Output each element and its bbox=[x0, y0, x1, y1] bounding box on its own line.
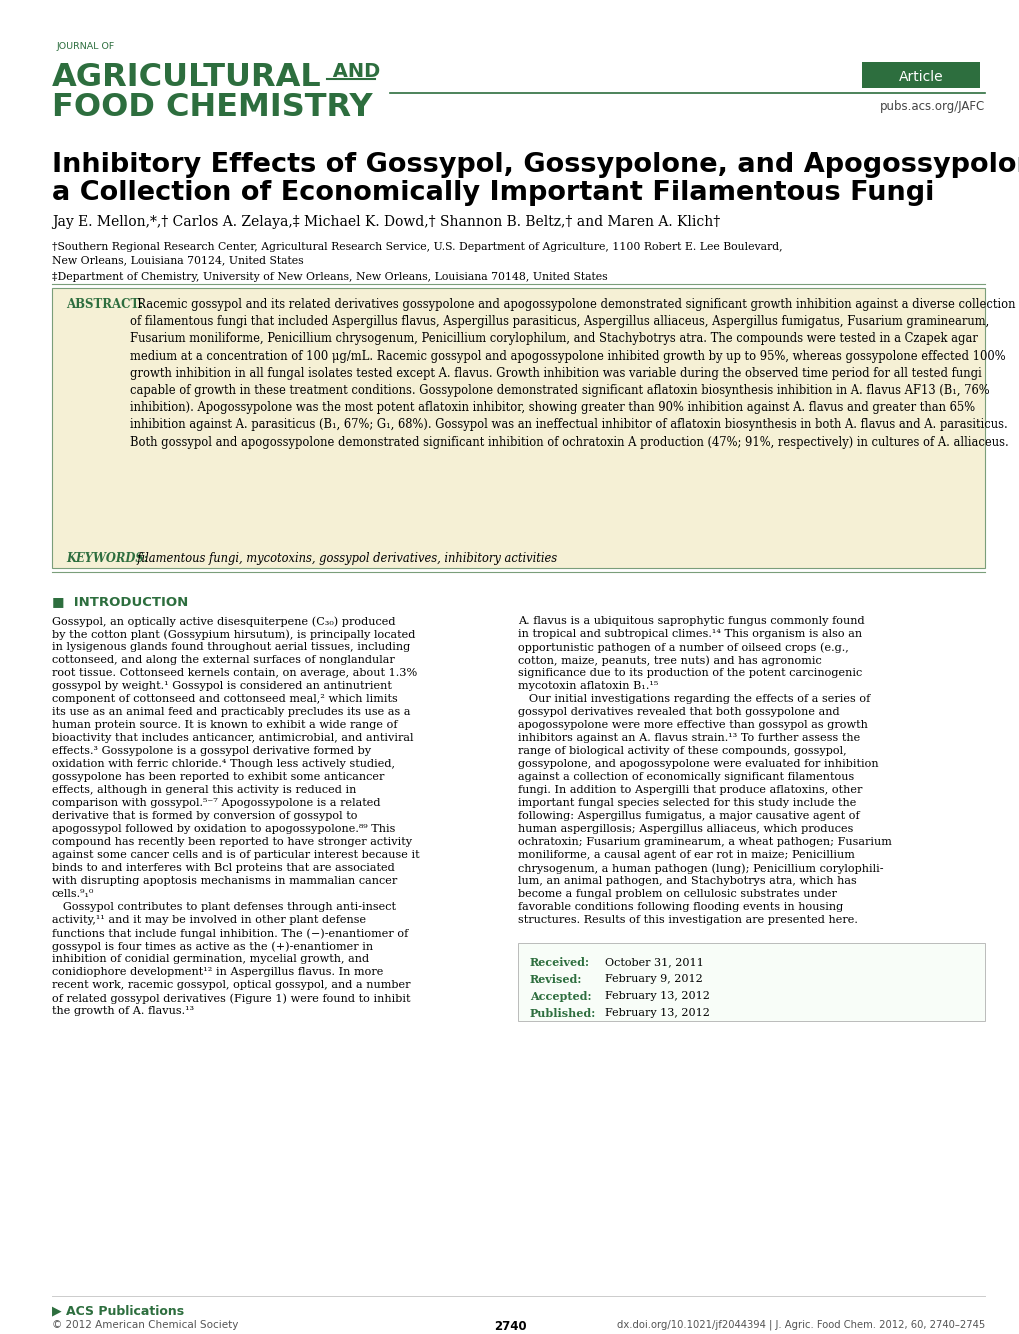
Text: binds to and interferes with Bcl proteins that are associated: binds to and interferes with Bcl protein… bbox=[52, 863, 394, 872]
FancyBboxPatch shape bbox=[52, 288, 984, 568]
Text: ochratoxin; Fusarium graminearum, a wheat pathogen; Fusarium: ochratoxin; Fusarium graminearum, a whea… bbox=[518, 836, 891, 847]
Text: cotton, maize, peanuts, tree nuts) and has agronomic: cotton, maize, peanuts, tree nuts) and h… bbox=[518, 655, 821, 666]
Text: A. flavus is a ubiquitous saprophytic fungus commonly found: A. flavus is a ubiquitous saprophytic fu… bbox=[518, 616, 864, 626]
Text: component of cottonseed and cottonseed meal,² which limits: component of cottonseed and cottonseed m… bbox=[52, 694, 397, 704]
Text: become a fungal problem on cellulosic substrates under: become a fungal problem on cellulosic su… bbox=[518, 888, 836, 899]
Text: oxidation with ferric chloride.⁴ Though less actively studied,: oxidation with ferric chloride.⁴ Though … bbox=[52, 759, 394, 768]
Text: important fungal species selected for this study include the: important fungal species selected for th… bbox=[518, 798, 856, 808]
Text: derivative that is formed by conversion of gossypol to: derivative that is formed by conversion … bbox=[52, 811, 357, 820]
Text: moniliforme, a causal agent of ear rot in maize; Penicillium: moniliforme, a causal agent of ear rot i… bbox=[518, 850, 854, 860]
Text: ‡Department of Chemistry, University of New Orleans, New Orleans, Louisiana 7014: ‡Department of Chemistry, University of … bbox=[52, 272, 607, 281]
Text: gossypol is four times as active as the (+)-enantiomer in: gossypol is four times as active as the … bbox=[52, 940, 373, 951]
Text: ▶ ACS Publications: ▶ ACS Publications bbox=[52, 1305, 184, 1317]
Text: cells.⁹₁⁰: cells.⁹₁⁰ bbox=[52, 888, 95, 899]
Text: chrysogenum, a human pathogen (lung); Penicillium corylophili-: chrysogenum, a human pathogen (lung); Pe… bbox=[518, 863, 882, 874]
Text: dx.doi.org/10.1021/jf2044394 | J. Agric. Food Chem. 2012, 60, 2740–2745: dx.doi.org/10.1021/jf2044394 | J. Agric.… bbox=[616, 1321, 984, 1330]
Text: effects, although in general this activity is reduced in: effects, although in general this activi… bbox=[52, 784, 356, 795]
Text: AGRICULTURAL: AGRICULTURAL bbox=[52, 61, 321, 93]
Text: gossypol derivatives revealed that both gossypolone and: gossypol derivatives revealed that both … bbox=[518, 707, 839, 716]
Text: Jay E. Mellon,*,† Carlos A. Zelaya,‡ Michael K. Dowd,† Shannon B. Beltz,† and Ma: Jay E. Mellon,*,† Carlos A. Zelaya,‡ Mic… bbox=[52, 215, 719, 229]
Text: October 31, 2011: October 31, 2011 bbox=[604, 956, 703, 967]
Text: the growth of A. flavus.¹³: the growth of A. flavus.¹³ bbox=[52, 1006, 194, 1017]
Text: filamentous fungi, mycotoxins, gossypol derivatives, inhibitory activities: filamentous fungi, mycotoxins, gossypol … bbox=[129, 552, 556, 566]
Text: †Southern Regional Research Center, Agricultural Research Service, U.S. Departme: †Southern Regional Research Center, Agri… bbox=[52, 241, 782, 252]
Text: by the cotton plant (Gossypium hirsutum), is principally located: by the cotton plant (Gossypium hirsutum)… bbox=[52, 630, 415, 639]
Text: mycotoxin aflatoxin B₁.¹⁵: mycotoxin aflatoxin B₁.¹⁵ bbox=[518, 680, 657, 691]
Text: Inhibitory Effects of Gossypol, Gossypolone, and Apogossypolone on: Inhibitory Effects of Gossypol, Gossypol… bbox=[52, 152, 1019, 177]
Text: against a collection of economically significant filamentous: against a collection of economically sig… bbox=[518, 772, 854, 782]
Text: ABSTRACT:: ABSTRACT: bbox=[66, 297, 143, 311]
Text: © 2012 American Chemical Society: © 2012 American Chemical Society bbox=[52, 1321, 238, 1330]
Text: fungi. In addition to Aspergilli that produce aflatoxins, other: fungi. In addition to Aspergilli that pr… bbox=[518, 784, 861, 795]
Text: opportunistic pathogen of a number of oilseed crops (e.g.,: opportunistic pathogen of a number of oi… bbox=[518, 642, 848, 652]
Text: against some cancer cells and is of particular interest because it: against some cancer cells and is of part… bbox=[52, 850, 419, 860]
Text: inhibition of conidial germination, mycelial growth, and: inhibition of conidial germination, myce… bbox=[52, 954, 369, 964]
Text: conidiophore development¹² in Aspergillus flavus. In more: conidiophore development¹² in Aspergillu… bbox=[52, 967, 383, 976]
Text: in lysigenous glands found throughout aerial tissues, including: in lysigenous glands found throughout ae… bbox=[52, 642, 410, 652]
Text: Our initial investigations regarding the effects of a series of: Our initial investigations regarding the… bbox=[518, 694, 869, 704]
Text: favorable conditions following flooding events in housing: favorable conditions following flooding … bbox=[518, 902, 843, 912]
Text: KEYWORDS:: KEYWORDS: bbox=[66, 552, 148, 566]
Text: functions that include fungal inhibition. The (−)-enantiomer of: functions that include fungal inhibition… bbox=[52, 928, 408, 939]
Text: gossypolone has been reported to exhibit some anticancer: gossypolone has been reported to exhibit… bbox=[52, 772, 384, 782]
Text: its use as an animal feed and practicably precludes its use as a: its use as an animal feed and practicabl… bbox=[52, 707, 410, 716]
Text: of related gossypol derivatives (Figure 1) were found to inhibit: of related gossypol derivatives (Figure … bbox=[52, 992, 410, 1003]
Text: February 13, 2012: February 13, 2012 bbox=[604, 1009, 709, 1018]
Text: Revised:: Revised: bbox=[530, 974, 582, 984]
Text: significance due to its production of the potent carcinogenic: significance due to its production of th… bbox=[518, 668, 861, 678]
FancyBboxPatch shape bbox=[861, 61, 979, 88]
Text: a Collection of Economically Important Filamentous Fungi: a Collection of Economically Important F… bbox=[52, 180, 933, 205]
Text: human protein source. It is known to exhibit a wide range of: human protein source. It is known to exh… bbox=[52, 720, 397, 730]
Text: recent work, racemic gossypol, optical gossypol, and a number: recent work, racemic gossypol, optical g… bbox=[52, 980, 410, 990]
Text: with disrupting apoptosis mechanisms in mammalian cancer: with disrupting apoptosis mechanisms in … bbox=[52, 876, 396, 886]
Text: JOURNAL OF: JOURNAL OF bbox=[57, 41, 115, 51]
Text: AND: AND bbox=[326, 61, 380, 81]
Text: gossypolone, and apogossypolone were evaluated for inhibition: gossypolone, and apogossypolone were eva… bbox=[518, 759, 877, 768]
Text: bioactivity that includes anticancer, antimicrobial, and antiviral: bioactivity that includes anticancer, an… bbox=[52, 732, 413, 743]
Text: Gossypol, an optically active disesquiterpene (C₃₀) produced: Gossypol, an optically active disesquite… bbox=[52, 616, 395, 627]
Text: Racemic gossypol and its related derivatives gossypolone and apogossypolone demo: Racemic gossypol and its related derivat… bbox=[129, 297, 1015, 448]
Text: apogossypolone were more effective than gossypol as growth: apogossypolone were more effective than … bbox=[518, 720, 867, 730]
Text: February 13, 2012: February 13, 2012 bbox=[604, 991, 709, 1000]
Text: lum, an animal pathogen, and Stachybotrys atra, which has: lum, an animal pathogen, and Stachybotry… bbox=[518, 876, 856, 886]
Text: Gossypol contributes to plant defenses through anti-insect: Gossypol contributes to plant defenses t… bbox=[52, 902, 395, 912]
Text: Accepted:: Accepted: bbox=[530, 991, 591, 1002]
Text: 2740: 2740 bbox=[493, 1321, 526, 1333]
Text: New Orleans, Louisiana 70124, United States: New Orleans, Louisiana 70124, United Sta… bbox=[52, 255, 304, 265]
Text: cottonseed, and along the external surfaces of nonglandular: cottonseed, and along the external surfa… bbox=[52, 655, 394, 666]
Text: February 9, 2012: February 9, 2012 bbox=[604, 974, 702, 984]
Text: structures. Results of this investigation are presented here.: structures. Results of this investigatio… bbox=[518, 915, 857, 924]
Text: root tissue. Cottonseed kernels contain, on average, about 1.3%: root tissue. Cottonseed kernels contain,… bbox=[52, 668, 417, 678]
Text: apogossypol followed by oxidation to apogossypolone.⁸⁹ This: apogossypol followed by oxidation to apo… bbox=[52, 824, 395, 834]
Text: FOOD CHEMISTRY: FOOD CHEMISTRY bbox=[52, 92, 372, 123]
Text: activity,¹¹ and it may be involved in other plant defense: activity,¹¹ and it may be involved in ot… bbox=[52, 915, 366, 924]
Text: in tropical and subtropical climes.¹⁴ This organism is also an: in tropical and subtropical climes.¹⁴ Th… bbox=[518, 630, 861, 639]
FancyBboxPatch shape bbox=[518, 943, 984, 1021]
Text: effects.³ Gossypolone is a gossypol derivative formed by: effects.³ Gossypolone is a gossypol deri… bbox=[52, 746, 371, 756]
Text: range of biological activity of these compounds, gossypol,: range of biological activity of these co… bbox=[518, 746, 846, 756]
Text: Received:: Received: bbox=[530, 956, 589, 968]
Text: gossypol by weight.¹ Gossypol is considered an antinutrient: gossypol by weight.¹ Gossypol is conside… bbox=[52, 680, 391, 691]
Text: compound has recently been reported to have stronger activity: compound has recently been reported to h… bbox=[52, 836, 412, 847]
Text: ■  INTRODUCTION: ■ INTRODUCTION bbox=[52, 595, 189, 608]
Text: inhibitors against an A. flavus strain.¹³ To further assess the: inhibitors against an A. flavus strain.¹… bbox=[518, 732, 859, 743]
Text: following: Aspergillus fumigatus, a major causative agent of: following: Aspergillus fumigatus, a majo… bbox=[518, 811, 859, 820]
Text: pubs.acs.org/JAFC: pubs.acs.org/JAFC bbox=[878, 100, 984, 113]
Text: Published:: Published: bbox=[530, 1009, 596, 1019]
Text: comparison with gossypol.⁵⁻⁷ Apogossypolone is a related: comparison with gossypol.⁵⁻⁷ Apogossypol… bbox=[52, 798, 380, 808]
Text: Article: Article bbox=[898, 69, 943, 84]
Text: human aspergillosis; Aspergillus alliaceus, which produces: human aspergillosis; Aspergillus alliace… bbox=[518, 824, 853, 834]
